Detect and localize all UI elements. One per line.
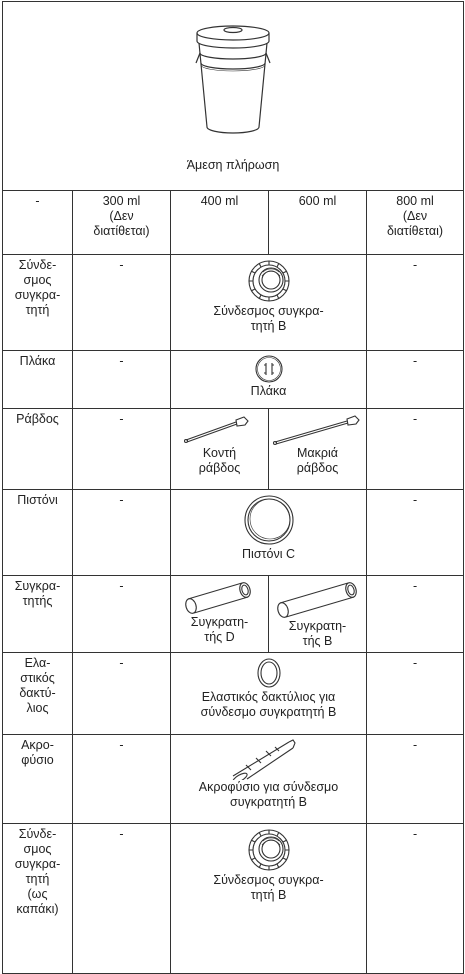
part-icon	[173, 656, 364, 690]
row-label: Πιστόνι	[2, 489, 73, 576]
part-name: Κοντή ράβδος	[198, 446, 241, 475]
part-cell: Ακροφύσιο για σύνδεσμο συγκρατητή B	[170, 734, 367, 824]
part-icon	[173, 493, 364, 547]
part-drawing	[276, 582, 357, 618]
part-name: Μακριά ράβδος	[296, 446, 339, 475]
cell: -	[365, 823, 465, 974]
row-label: Πλάκα	[2, 350, 73, 409]
table-row: Πιστόνι - Πιστόνι C-	[2, 489, 465, 576]
image-cell: Άμεση πλήρωση	[1, 1, 465, 191]
part-cell: Κοντή ράβδος	[170, 408, 269, 490]
part-drawing	[247, 829, 290, 871]
cell: -	[72, 575, 171, 653]
table-row: Συγκρα- τητής - Συγκρατη- τής D Συγκρατη- τ…	[2, 575, 465, 653]
part-drawing	[247, 260, 290, 302]
part-drawing	[256, 658, 281, 688]
part-drawing	[254, 355, 283, 383]
table-row: Σύνδε- σμος συγκρα- τητή - Σύνδεσμος συγκρ…	[2, 254, 465, 351]
part-cell: Ελαστικός δακτύλιος για σύνδεσμο συγκρατ…	[170, 652, 367, 735]
table-row: Ράβδος - Κοντή ράβδος Μακριά ράβδος -	[2, 408, 465, 490]
cell: -	[72, 408, 171, 490]
cell: -	[365, 408, 465, 490]
cell: -	[72, 734, 171, 824]
part-name: Πιστόνι C	[242, 547, 295, 561]
cell: -	[72, 652, 171, 735]
part-name: Σύνδεσμος συγκρα- τητή B	[213, 873, 324, 902]
part-drawing	[231, 739, 296, 780]
part-icon	[173, 827, 364, 873]
part-name: Συγκρατη- τής D	[190, 615, 249, 644]
caption: Άμεση πλήρωση	[186, 158, 280, 172]
part-icon	[173, 258, 364, 304]
cell: -	[365, 652, 465, 735]
part-name: Πλάκα	[250, 384, 287, 398]
part-cell: Συγκρατη- τής D	[170, 575, 269, 653]
part-drawing	[183, 416, 249, 444]
cell: -	[365, 489, 465, 576]
column-header: 800 ml (Δεν διατίθεται)	[365, 190, 465, 255]
cell: -	[365, 734, 465, 824]
part-icon	[173, 738, 364, 780]
table-row: Ακρο- φύσιο - Ακροφύσιο για σύνδεσμο συγκρ…	[2, 734, 465, 824]
cell: -	[72, 254, 171, 351]
cell: -	[72, 823, 171, 974]
part-name: Ακροφύσιο για σύνδεσμο συγκρατητή B	[198, 780, 339, 809]
column-header: 400 ml	[170, 190, 269, 255]
row-label: Σύνδε- σμος συγκρα- τητή	[2, 254, 73, 351]
row-label: Ράβδος	[2, 408, 73, 490]
cell: -	[72, 489, 171, 576]
part-drawing	[272, 415, 360, 446]
row-label: Ελα- στικός δακτύ- λιος	[2, 652, 73, 735]
cell: -	[72, 350, 171, 409]
part-name: Συγκρατη- τής B	[288, 619, 347, 648]
row-label: Σύνδε- σμος συγκρα- τητή (ως καπάκι)	[2, 823, 73, 974]
part-icon	[173, 412, 266, 446]
header-row: -300 ml (Δεν διατίθεται) 400 ml 600 ml 800 …	[2, 190, 465, 255]
part-drawing	[243, 495, 294, 545]
column-header: 300 ml (Δεν διατίθεται)	[72, 190, 171, 255]
part-name: Ελαστικός δακτύλιος για σύνδεσμο συγκρατ…	[200, 690, 337, 719]
row-label: Ακρο- φύσιο	[2, 734, 73, 824]
part-cell: Μακριά ράβδος	[268, 408, 367, 490]
part-cell: Σύνδεσμος συγκρα- τητή B	[170, 254, 367, 351]
table-row: Πλάκα - Πλάκα -	[2, 350, 465, 409]
table-row: Ελα- στικός δακτύ- λιος - Ελαστικός δακτύλ…	[2, 652, 465, 735]
bucket-icon	[195, 25, 271, 134]
cell: -	[365, 575, 465, 653]
part-cell: Πλάκα	[170, 350, 367, 409]
table-row: Σύνδε- σμος συγκρα- τητή (ως καπάκι) - Σύν…	[2, 823, 465, 974]
part-cell: Σύνδεσμος συγκρα- τητή B	[170, 823, 367, 974]
cell: -	[365, 350, 465, 409]
image-row: Άμεση πλήρωση	[1, 1, 465, 191]
part-icon	[173, 579, 266, 615]
column-header: -	[2, 190, 73, 255]
part-icon	[271, 579, 364, 619]
part-cell: Συγκρατη- τής B	[268, 575, 367, 653]
column-header: 600 ml	[268, 190, 367, 255]
row-label: Συγκρα- τητής	[2, 575, 73, 653]
part-icon	[271, 412, 364, 446]
part-name: Σύνδεσμος συγκρα- τητή B	[213, 304, 324, 333]
part-drawing	[184, 582, 251, 614]
cell: -	[365, 254, 465, 351]
part-icon	[173, 354, 364, 384]
part-cell: Πιστόνι C	[170, 489, 367, 576]
